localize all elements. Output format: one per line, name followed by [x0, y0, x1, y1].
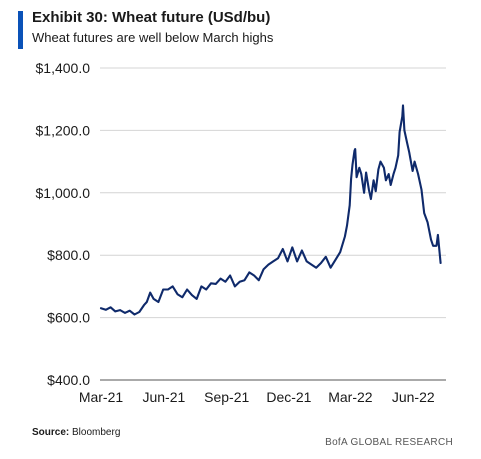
y-tick-label: $1,400.0 — [36, 60, 91, 76]
source-note: Source: Bloomberg — [32, 427, 120, 438]
y-tick-label: $1,200.0 — [36, 122, 91, 138]
bofa-research-footer: BofA GLOBAL RESEARCH — [325, 437, 453, 448]
source-text: Bloomberg — [72, 427, 121, 438]
chart-subtitle: Wheat futures are well below March highs — [32, 30, 274, 45]
y-tick-label: $1,000.0 — [36, 185, 91, 201]
wheat-futures-line-chart: $400.0 $600.0 $800.0 $1,000.0 $1,200.0 $1,400… — [36, 60, 446, 405]
x-tick-label: Sep-21 — [204, 389, 249, 405]
y-tick-label: $600.0 — [47, 310, 90, 326]
y-axis-tick-labels: $400.0 $600.0 $800.0 $1,000.0 $1,200.0 $1,400… — [36, 60, 91, 388]
y-tick-label: $800.0 — [47, 247, 90, 263]
chart-title: Exhibit 30: Wheat future (USd/bu) — [32, 9, 271, 26]
title-accent-bar — [18, 11, 23, 49]
x-tick-label: Jun-22 — [392, 389, 435, 405]
x-tick-label: Dec-21 — [266, 389, 311, 405]
y-tick-label: $400.0 — [47, 372, 90, 388]
wheat-future-price-line — [99, 104, 442, 316]
x-tick-label: Mar-22 — [328, 389, 373, 405]
x-tick-label: Mar-21 — [79, 389, 124, 405]
source-label: Source: — [32, 427, 70, 438]
x-tick-label: Jun-21 — [142, 389, 185, 405]
x-axis-tick-labels: Mar-21 Jun-21 Sep-21 Dec-21 Mar-22 Jun-22 — [79, 389, 435, 405]
gridlines — [100, 67, 446, 319]
